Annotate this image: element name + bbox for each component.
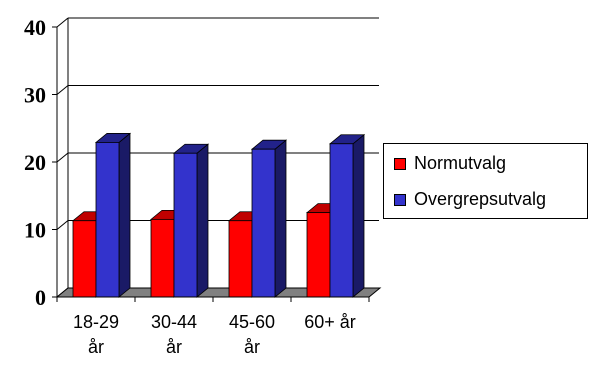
bar [173,152,198,298]
x-tick-label: år [244,337,260,357]
bar [251,148,276,298]
x-tick-label: 30-44 [151,312,197,332]
legend-item-normutvalg: Normutvalg [394,153,506,174]
x-tick-label: 18-29 [73,312,119,332]
x-tick-label: 45-60 [229,312,275,332]
y-tick-label: 10 [24,218,46,243]
legend-label-overgrepsutvalg: Overgrepsutvalg [414,189,547,209]
legend-item-overgrepsutvalg: Overgrepsutvalg [394,189,546,210]
bar [72,220,97,298]
bar [95,142,120,298]
gridline-depth [56,220,69,230]
bar [329,143,354,298]
x-tick-label: år [88,337,104,357]
bar [150,218,175,298]
gridline-depth [56,17,69,28]
y-tick-label: 40 [24,15,46,40]
legend-label-normutvalg: Normutvalg [414,153,507,173]
bar-side [352,133,365,298]
bar [228,220,253,298]
y-tick-label: 20 [24,150,46,175]
bar [306,212,331,298]
legend-swatch-normutvalg [394,157,406,170]
x-tick-label: 60+ år [304,312,356,332]
legend: Normutvalg Overgrepsutvalg [383,143,588,219]
bar-side [118,132,131,298]
y-tick-label: 0 [35,285,46,310]
x-tick-label: år [166,337,182,357]
gridline-depth [56,152,69,163]
legend-swatch-overgrepsutvalg [394,193,406,206]
gridline-depth [56,85,69,95]
bar-side [196,143,209,298]
y-tick-label: 30 [24,83,46,108]
bar-side [274,139,287,298]
